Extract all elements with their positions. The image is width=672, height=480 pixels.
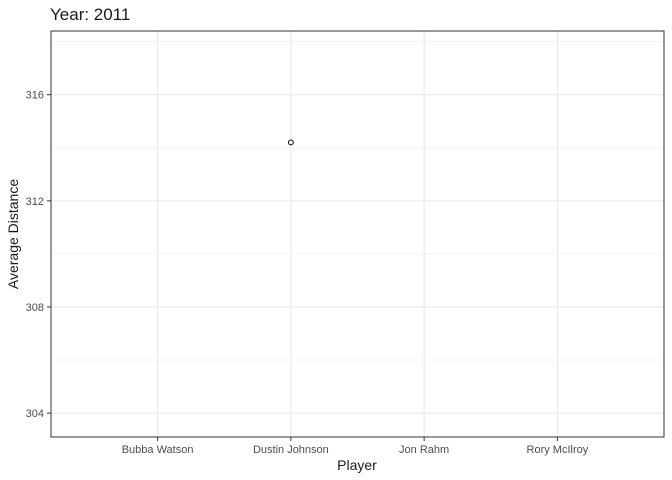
grid [51, 31, 664, 437]
y-tick-label: 308 [26, 302, 44, 314]
y-axis-title: Average Distance [5, 179, 21, 289]
x-tick-label: Dustin Johnson [253, 444, 329, 456]
y-tick-label: 312 [26, 196, 44, 208]
data-point [287, 139, 294, 146]
chart-title: Year: 2011 [50, 5, 130, 24]
x-axis: Bubba Watson Dustin Johnson Jon Rahm Rory M… [122, 437, 589, 456]
y-axis: 304 308 312 316 [26, 90, 51, 420]
y-tick-label: 316 [26, 90, 44, 102]
panel-border [50, 30, 665, 438]
x-axis-title: Player [337, 457, 377, 473]
x-tick-label: Jon Rahm [399, 444, 449, 456]
y-tick-label: 304 [26, 408, 44, 420]
x-tick-label: Bubba Watson [122, 444, 194, 456]
x-tick-label: Rory McIlroy [527, 444, 589, 456]
data-points [287, 139, 294, 146]
